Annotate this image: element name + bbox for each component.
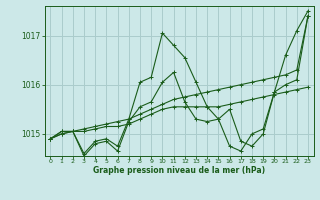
X-axis label: Graphe pression niveau de la mer (hPa): Graphe pression niveau de la mer (hPa) bbox=[93, 166, 265, 175]
